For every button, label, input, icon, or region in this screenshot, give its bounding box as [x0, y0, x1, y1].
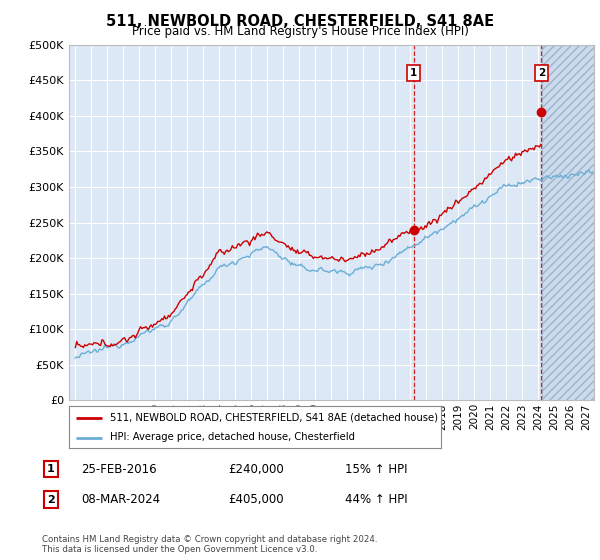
- Text: 25-FEB-2016: 25-FEB-2016: [81, 463, 157, 476]
- Text: 15% ↑ HPI: 15% ↑ HPI: [345, 463, 407, 476]
- Text: 08-MAR-2024: 08-MAR-2024: [81, 493, 160, 506]
- Bar: [542, 45, 594, 400]
- Text: 2: 2: [47, 494, 55, 505]
- Bar: [542, 45, 594, 400]
- Text: Price paid vs. HM Land Registry's House Price Index (HPI): Price paid vs. HM Land Registry's House …: [131, 25, 469, 38]
- Text: 1: 1: [410, 68, 418, 78]
- Text: 511, NEWBOLD ROAD, CHESTERFIELD, S41 8AE (detached house): 511, NEWBOLD ROAD, CHESTERFIELD, S41 8AE…: [110, 413, 438, 423]
- Text: 1: 1: [47, 464, 55, 474]
- Text: Contains HM Land Registry data © Crown copyright and database right 2024.
This d: Contains HM Land Registry data © Crown c…: [42, 535, 377, 554]
- Text: £240,000: £240,000: [228, 463, 284, 476]
- Text: HPI: Average price, detached house, Chesterfield: HPI: Average price, detached house, Ches…: [110, 432, 355, 442]
- Text: 511, NEWBOLD ROAD, CHESTERFIELD, S41 8AE: 511, NEWBOLD ROAD, CHESTERFIELD, S41 8AE: [106, 14, 494, 29]
- Text: £405,000: £405,000: [228, 493, 284, 506]
- Text: 44% ↑ HPI: 44% ↑ HPI: [345, 493, 407, 506]
- Text: 2: 2: [538, 68, 545, 78]
